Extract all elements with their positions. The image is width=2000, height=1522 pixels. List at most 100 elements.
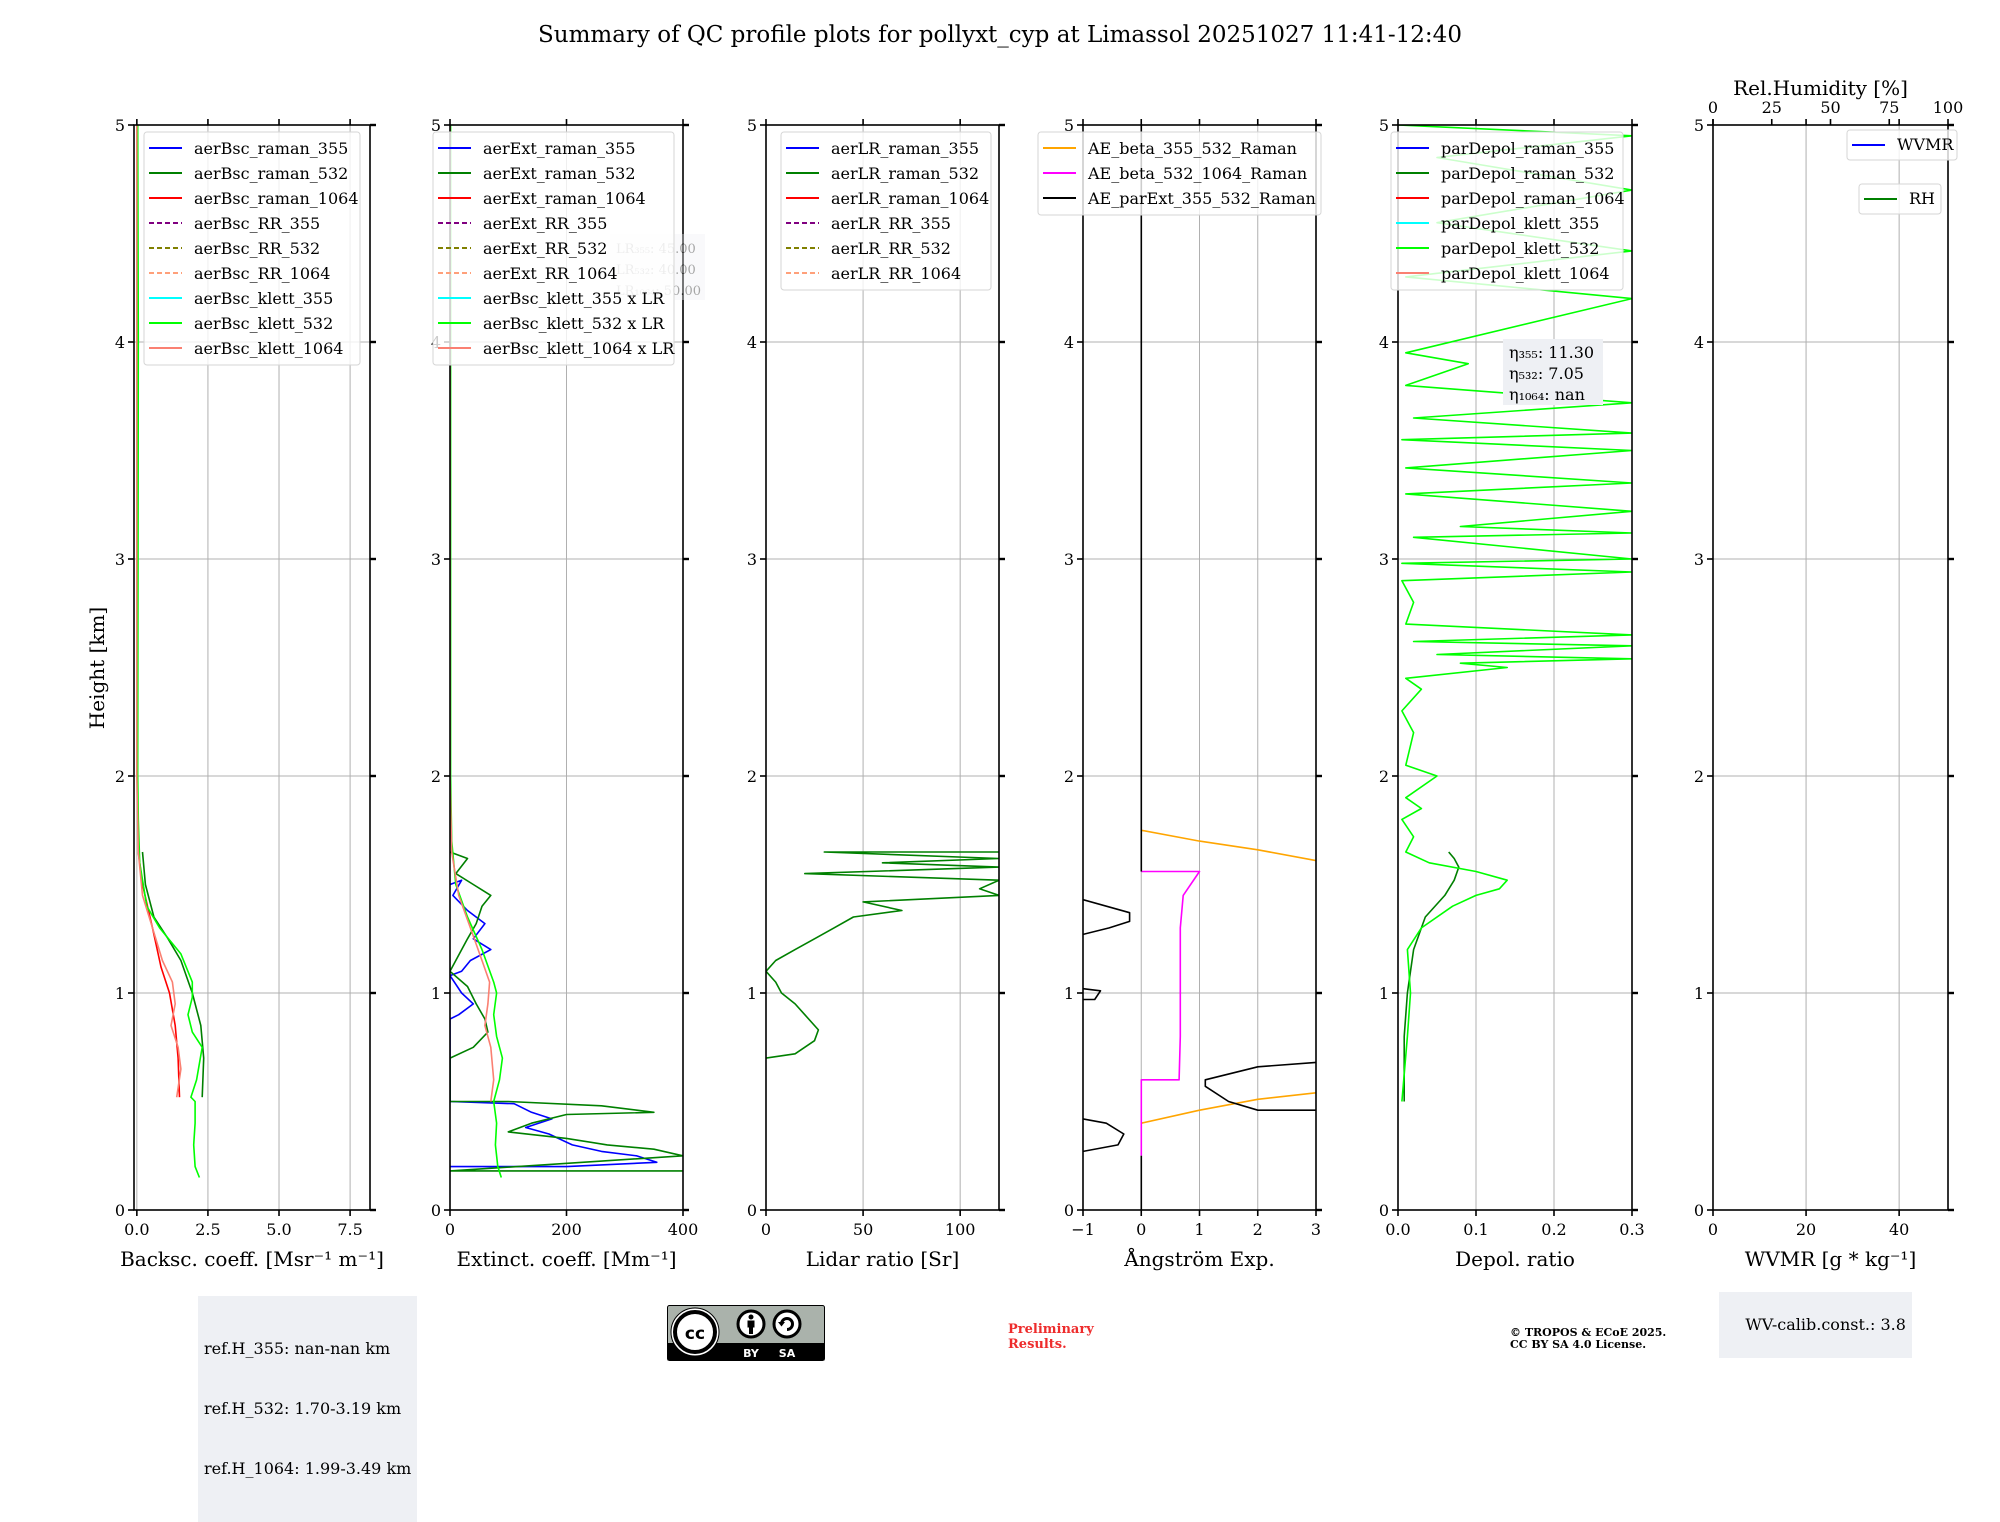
legend-label: WVMR xyxy=(1897,135,1954,154)
panel-backscatter: 0.0 2.5 5.0 7.5 0 1 2 3 4 5 Backsc. coeff. [Msr⁻¹ … xyxy=(115,116,384,1271)
series-line-aerBsc-klett-1064-x-LR xyxy=(450,125,495,1102)
ref-height-355: ref.H_355: nan-nan km xyxy=(204,1339,391,1358)
legend-frame xyxy=(1858,183,1942,215)
legend-label: parDepol_klett_532 xyxy=(1441,239,1599,258)
y-tick-label: 1 xyxy=(115,984,125,1003)
axes-frame xyxy=(133,124,371,1211)
legend-label: aerExt_raman_532 xyxy=(483,164,636,183)
y-tick-label: 3 xyxy=(115,550,125,569)
annotation-line: η₅₃₂: 7.05 xyxy=(1509,364,1584,383)
legend: aerLR_raman_355 aerLR_raman_532 aerLR_rama… xyxy=(780,131,992,291)
y-tick-label: 0 xyxy=(115,1201,125,1220)
annotation-background xyxy=(1503,339,1603,405)
panel-lidar_ratio: 0 50 100 0 1 2 3 4 5 Lidar ratio [Sr] aerLR_raman_… xyxy=(747,116,1005,1271)
legend: parDepol_raman_355 parDepol_raman_532 parD… xyxy=(1390,131,1625,291)
legend-label: parDepol_raman_355 xyxy=(1441,139,1614,158)
x-tick-label: 20 xyxy=(1796,1220,1816,1239)
x-tick-label: 2.5 xyxy=(195,1220,220,1239)
series-line-AE-beta-355-532-Raman xyxy=(1141,829,1316,1124)
y-tick-label: 1 xyxy=(431,984,441,1003)
legend-label: aerExt_raman_355 xyxy=(483,139,636,158)
reference-heights-box: ref.H_355: nan-nan km ref.H_532: 1.70-3.… xyxy=(198,1296,418,1522)
series-group xyxy=(1398,125,1632,1102)
y-tick-label: 0 xyxy=(1694,1201,1704,1220)
x-tick-label: 40 xyxy=(1889,1220,1909,1239)
y-tick-label: 5 xyxy=(1379,116,1389,135)
y-tick-label: 3 xyxy=(1379,550,1389,569)
x-tick-label: 0.0 xyxy=(1385,1220,1410,1239)
legend-label: aerBsc_RR_532 xyxy=(194,239,320,258)
qc-summary-figure: Summary of QC profile plots for pollyxt_… xyxy=(85,22,1963,1522)
y-tick-label: 5 xyxy=(1694,116,1704,135)
wv-calibration-box: WV-calib.const.: 3.8 xyxy=(1719,1292,1912,1358)
y-tick-label: 0 xyxy=(1064,1201,1074,1220)
panel-water_vapor: 0 20 40 0 1 2 3 4 5 WVMR [g * kg⁻¹] 0 25 50 75 100 Rel.… xyxy=(1694,76,1963,1271)
y-tick-label: 1 xyxy=(747,984,757,1003)
x-tick-label: 100 xyxy=(945,1220,976,1239)
legend-frame xyxy=(143,131,361,366)
x-tick-label: 0.3 xyxy=(1619,1220,1644,1239)
x-axis-label: Lidar ratio [Sr] xyxy=(806,1247,960,1271)
x-axis-label: Backsc. coeff. [Msr⁻¹ m⁻¹] xyxy=(120,1247,384,1271)
top-x-axis-label: Rel.Humidity [%] xyxy=(1733,76,1908,100)
x-tick-label: 0.0 xyxy=(124,1220,149,1239)
legend-label: AE_beta_355_532_Raman xyxy=(1087,139,1297,158)
cc-logo-icon: cc xyxy=(670,1307,720,1357)
copyright-note: © TROPOS & ECoE 2025. CC BY SA 4.0 Licen… xyxy=(1510,1327,1666,1351)
legend-label: aerBsc_klett_532 x LR xyxy=(483,314,665,333)
series-line-aerExt-raman-532 xyxy=(450,851,683,1172)
y-tick-label: 4 xyxy=(1379,333,1389,352)
x-tick-label: 0.2 xyxy=(1541,1220,1566,1239)
legend-label: aerBsc_klett_355 x LR xyxy=(483,289,665,308)
legend-label: aerBsc_klett_1064 x LR xyxy=(483,339,675,358)
series-group xyxy=(450,125,683,1178)
x-tick-label: 2 xyxy=(1253,1220,1263,1239)
legend-label: aerExt_RR_532 xyxy=(483,239,607,258)
legend-label: aerLR_raman_532 xyxy=(831,164,979,183)
series-group xyxy=(136,125,205,1178)
legend-frame xyxy=(432,131,675,366)
x-tick-label: 5.0 xyxy=(266,1220,291,1239)
top-x-tick-label: 50 xyxy=(1820,98,1840,117)
axes-frame xyxy=(1397,124,1633,1211)
legend: AE_beta_355_532_Raman AE_beta_532_1064_Ra… xyxy=(1037,131,1322,216)
x-tick-label: 200 xyxy=(551,1220,582,1239)
axes-frame xyxy=(1712,124,1949,1211)
series-line-aerBsc-raman-532 xyxy=(141,851,205,1098)
legend-label: parDepol_raman_532 xyxy=(1441,164,1614,183)
legend-frame xyxy=(1846,129,1958,161)
series-line-aerBsc-klett-532 xyxy=(136,125,203,1178)
legend-label: aerBsc_RR_355 xyxy=(194,214,320,233)
ref-height-532: ref.H_532: 1.70-3.19 km xyxy=(204,1399,402,1418)
legend-label: parDepol_klett_1064 xyxy=(1441,264,1610,283)
y-tick-label: 0 xyxy=(431,1201,441,1220)
legend-label: parDepol_klett_355 xyxy=(1441,214,1599,233)
legend-label: parDepol_raman_1064 xyxy=(1441,189,1625,208)
x-axis-label: Extinct. coeff. [Mm⁻¹] xyxy=(456,1247,676,1271)
legend-label: aerBsc_raman_355 xyxy=(194,139,348,158)
share-alike-icon xyxy=(772,1309,802,1339)
x-axis-label: Ångström Exp. xyxy=(1123,1246,1274,1271)
y-tick-label: 3 xyxy=(431,550,441,569)
license-sa-label: SA xyxy=(779,1347,796,1360)
axes-frame xyxy=(765,124,1000,1211)
legend-label: aerExt_raman_1064 xyxy=(483,189,646,208)
series-line-parDepol-raman-532 xyxy=(1403,851,1460,1102)
annotation-box: η₃₅₅: 11.30 η₅₃₂: 7.05 η₁₀₆₄: nan xyxy=(1503,339,1603,405)
top-x-tick-label: 0 xyxy=(1708,98,1718,117)
x-tick-label: 1 xyxy=(1194,1220,1204,1239)
x-tick-label: 0 xyxy=(761,1220,771,1239)
y-tick-label: 1 xyxy=(1379,984,1389,1003)
series-line-aerBsc-klett-1064 xyxy=(136,125,182,1098)
legend-label: RH xyxy=(1909,189,1935,208)
legend-label: aerBsc_klett_1064 xyxy=(194,339,343,358)
legend-label: aerBsc_RR_1064 xyxy=(194,264,330,283)
legend: aerBsc_raman_355 aerBsc_raman_532 aerBsc_r… xyxy=(143,131,361,366)
panel-depolarization: 0.0 0.1 0.2 0.3 0 1 2 3 4 5 Depol. ratio η₃₅₅: 11.3… xyxy=(1379,116,1645,1271)
y-tick-label: 5 xyxy=(1064,116,1074,135)
y-tick-label: 3 xyxy=(1694,550,1704,569)
figure-title: Summary of QC profile plots for pollyxt_… xyxy=(538,22,1462,48)
y-tick-label: 4 xyxy=(1064,333,1074,352)
y-tick-label: 2 xyxy=(431,767,441,786)
